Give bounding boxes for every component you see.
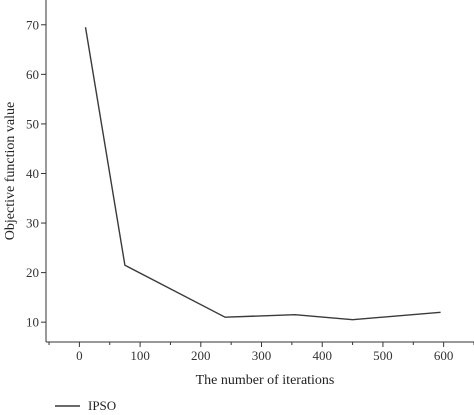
x-tick-label: 200 [191, 348, 211, 363]
x-axis-title: The number of iterations [196, 373, 335, 388]
y-tick-label: 60 [26, 67, 39, 82]
y-tick-label: 70 [26, 17, 39, 32]
x-tick-label: 0 [76, 348, 83, 363]
x-axis-ticks: 0 100 200 300 400 500 600 [48, 342, 474, 363]
x-tick-label: 500 [373, 348, 393, 363]
y-tick-label: 40 [26, 166, 39, 181]
x-tick-label: 600 [434, 348, 454, 363]
y-tick-label: 10 [26, 315, 39, 330]
y-tick-label: 30 [26, 216, 39, 231]
plot-area: 10 20 30 40 50 60 70 0 100 200 300 400 500 600 [26, 0, 474, 363]
series-line-ipso [84, 27, 441, 321]
legend: IPSO [55, 398, 116, 413]
x-tick-label: 100 [130, 348, 150, 363]
y-axis-ticks: 10 20 30 40 50 60 70 [26, 17, 46, 330]
series-group [84, 27, 441, 321]
legend-label-ipso: IPSO [88, 398, 116, 413]
y-axis-title: Objective function value [3, 102, 18, 240]
x-tick-label: 400 [312, 348, 332, 363]
y-tick-label: 20 [26, 265, 39, 280]
x-tick-label: 300 [252, 348, 272, 363]
y-tick-label: 50 [26, 116, 39, 131]
